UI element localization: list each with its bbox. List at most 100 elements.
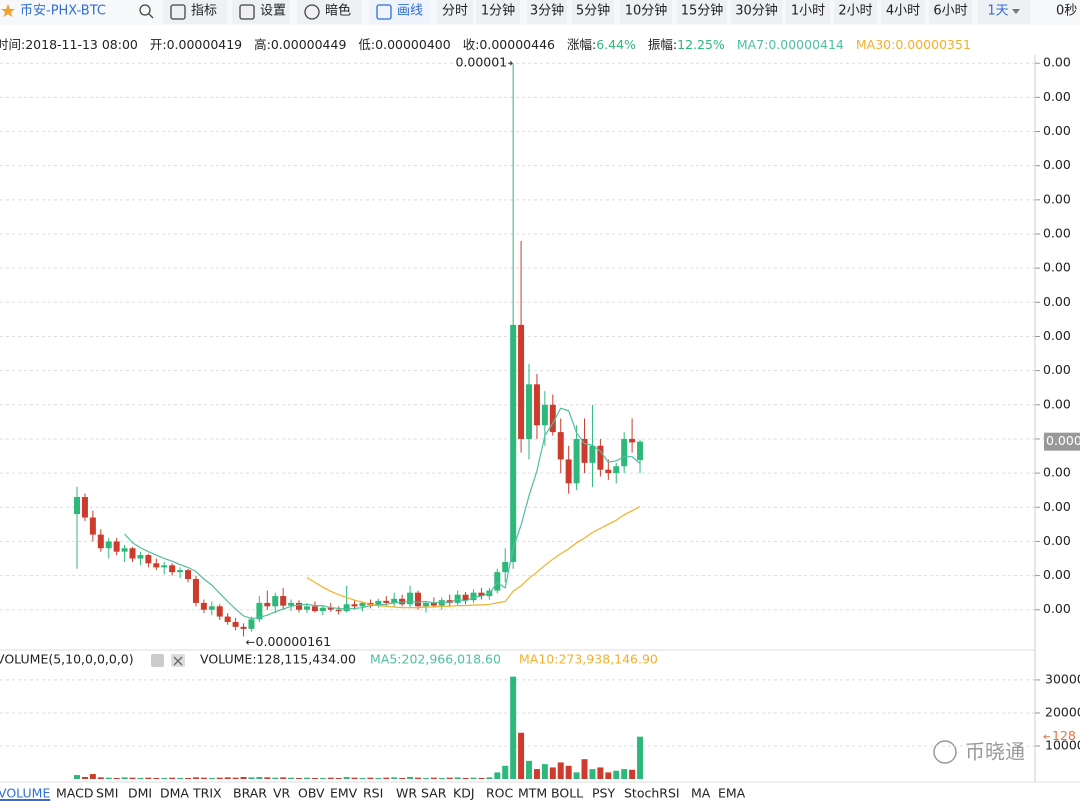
indicator-tab[interactable]: WR [396,786,417,801]
volume-bar [169,777,176,779]
interval-button[interactable] [834,0,877,24]
volume-bar [248,777,255,779]
favorite-star[interactable] [1,4,15,17]
interval-label[interactable]: 1天 [987,4,1008,19]
candle-body [573,438,580,484]
indicator-tab[interactable]: OBV [298,786,325,801]
toolbar-button-label[interactable]: 暗色 [325,3,351,19]
volume-bar [185,778,192,779]
y-tick-label: 20000 [1045,704,1080,719]
indicator-tab[interactable]: DMI [128,786,152,801]
indicator-tab[interactable]: EMA [718,786,746,801]
interval-button[interactable] [437,0,473,24]
button-icon [376,4,392,20]
info-label: MA30: [856,37,895,52]
volume-bar [351,777,358,779]
info-label: 振幅: [648,37,677,52]
indicator-tab[interactable]: EMV [330,786,358,801]
indicator-tab[interactable]: VOLUME [0,786,50,801]
volume-bar [526,760,533,779]
toolbar-button-label[interactable]: 指标 [191,4,217,19]
info-value: 0.00000446 [479,37,555,52]
interval-button[interactable] [572,0,614,24]
y-tick-label: 0.00 [1043,499,1071,514]
interval-label[interactable]: 1分钟 [481,3,515,19]
indicator-tab[interactable]: VR [273,786,291,801]
info-label: 高: [254,37,271,52]
candle-body [557,432,564,460]
volume-current: VOLUME:128,115,434.00 [200,652,356,667]
indicator-tab[interactable]: SAR [421,786,447,801]
toolbar-button[interactable] [297,0,362,24]
interval-button[interactable] [881,0,925,24]
interval-label[interactable]: 分时 [442,4,468,19]
interval-label[interactable]: 5分钟 [576,3,610,19]
last-price-tag [1044,432,1080,451]
volume-bar [208,778,215,779]
volume-bar [446,777,453,779]
candle-body [454,594,461,603]
interval-label[interactable]: 4小时 [886,4,920,19]
interval-button[interactable] [476,0,520,24]
interval-label[interactable]: 6小时 [933,4,967,19]
candle-body [161,565,168,568]
interval-button[interactable] [527,0,567,24]
interval-label[interactable]: 3分钟 [530,3,564,19]
volume-bar [557,762,564,779]
candle-body [232,622,239,627]
candle-body [272,596,279,607]
candle-body [470,592,477,601]
indicator-tab[interactable]: MACD [56,786,93,801]
info-item: 高:0.00000449 [254,37,346,52]
indicator-tab[interactable]: StochRSI [624,786,680,801]
indicator-tab[interactable]: PSY [592,786,615,801]
interval-button[interactable] [786,0,830,24]
settings-button[interactable] [151,654,164,667]
toolbar-button[interactable] [369,0,430,24]
interval-button[interactable] [731,0,782,24]
indicator-tab[interactable]: BOLL [551,786,583,801]
toolbar-button[interactable] [163,0,227,24]
y-tick-label: 0.00 [1043,55,1071,70]
volume-bar [137,778,144,779]
toolbar-button-label[interactable]: 设置 [260,4,286,19]
candle-body [391,598,398,603]
indicator-tab[interactable]: MA [691,786,711,801]
indicator-tab[interactable]: SMI [96,786,118,801]
indicator-tab[interactable]: MTM [518,786,547,801]
volume-bar [510,676,517,779]
interval-label[interactable]: 15分钟 [681,3,724,19]
symbol[interactable]: 币安-PHX-BTC [20,4,106,19]
indicator-tab[interactable]: BRAR [233,786,267,801]
interval-label[interactable]: 30分钟 [735,3,778,19]
ma30-line [306,506,641,609]
refresh-timer[interactable]: 0秒 [1056,4,1077,19]
indicator-tab[interactable]: ROC [486,786,514,801]
last-price-label: 0.000 [1046,433,1080,448]
y-tick-label: 0.00 [1043,294,1071,309]
search-icon[interactable] [139,4,151,16]
toolbar-button[interactable] [232,0,290,24]
candle-body [510,324,517,562]
volume-bar [367,777,374,779]
indicator-tab[interactable]: RSI [363,786,383,801]
indicator-tab[interactable]: DMA [160,786,189,801]
interval-label[interactable]: 1小时 [791,4,825,19]
interval-label[interactable]: 10分钟 [625,3,668,19]
interval-label[interactable]: 2小时 [838,4,872,19]
volume-bar [216,777,223,779]
indicator-tab[interactable]: KDJ [453,786,475,801]
interval-button[interactable] [978,0,1030,24]
interval-button[interactable] [929,0,972,24]
interval-button[interactable] [620,0,672,24]
volume-bar [470,777,477,779]
volume-bar [311,778,318,779]
volume-bar [335,778,342,779]
volume-bar [407,777,414,779]
candle-body [200,602,207,610]
volume-bar [637,736,644,779]
indicator-tab[interactable]: TRIX [192,786,222,801]
info-item: 振幅:12.25% [648,37,725,52]
interval-button[interactable] [677,0,727,24]
toolbar-button-label[interactable]: 画线 [397,4,423,19]
